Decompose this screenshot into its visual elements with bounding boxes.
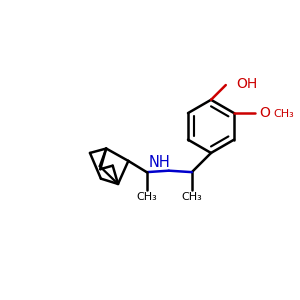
Text: NH: NH xyxy=(149,155,171,170)
Text: OH: OH xyxy=(236,76,257,91)
Text: CH₃: CH₃ xyxy=(136,192,157,202)
Text: O: O xyxy=(259,106,270,120)
Text: CH₃: CH₃ xyxy=(274,109,294,119)
Text: CH₃: CH₃ xyxy=(182,192,202,202)
